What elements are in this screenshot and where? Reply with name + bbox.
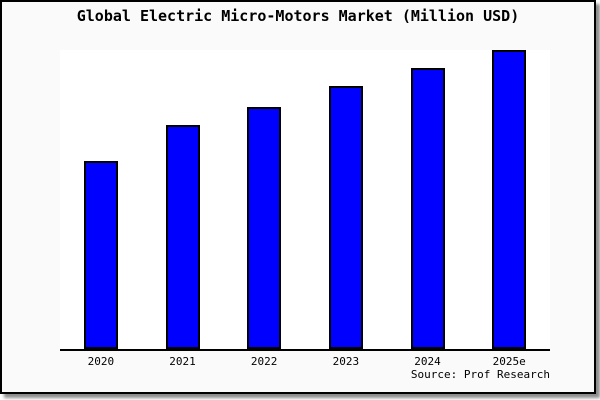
bar-2020 (83, 160, 118, 349)
chart-title: Global Electric Micro-Motors Market (Mil… (76, 7, 520, 25)
bar-slot-2022 (223, 50, 305, 349)
bar-slot-2025e (468, 50, 550, 349)
bar-slot-2020 (60, 50, 142, 349)
bar-2022 (247, 106, 282, 349)
bar-slot-2023 (305, 50, 387, 349)
x-tick-2020: 2020 (87, 355, 115, 368)
bar-2023 (328, 85, 363, 349)
bar-slot-2024 (387, 50, 469, 349)
plot-area (60, 50, 550, 351)
x-tick-2024: 2024 (414, 355, 441, 368)
x-tick-2025e: 2025e (492, 355, 526, 368)
bar-2024 (410, 67, 445, 349)
bar-2025e (492, 50, 527, 349)
source-label: Source: Prof Research (410, 368, 550, 381)
chart-card: Global Electric Micro-Motors Market (Mil… (0, 0, 596, 394)
bar-2021 (165, 124, 200, 349)
bar-slot-2021 (142, 50, 224, 349)
x-tick-2021: 2021 (169, 355, 196, 368)
x-tick-2023: 2023 (332, 355, 360, 368)
x-tick-2022: 2022 (250, 355, 278, 368)
x-axis-ticks: 2020 2021 2022 2023 2024 2025e (60, 355, 550, 368)
